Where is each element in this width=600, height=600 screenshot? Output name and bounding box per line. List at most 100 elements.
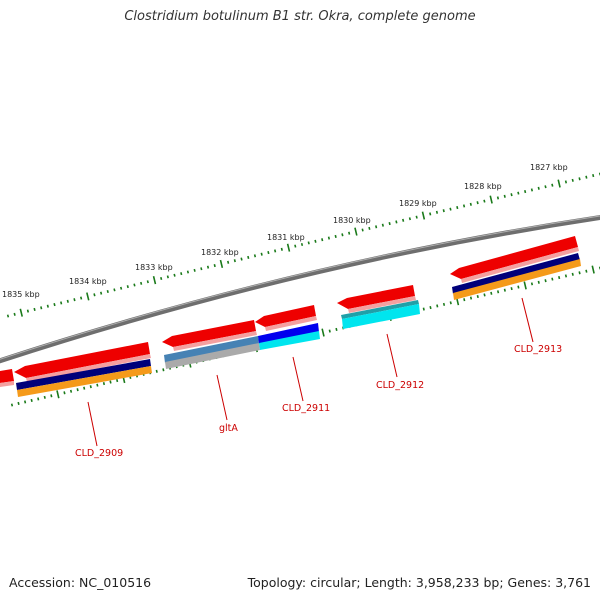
minor-tick: [578, 271, 581, 275]
minor-tick: [551, 277, 554, 281]
minor-tick: [126, 285, 129, 289]
minor-tick: [96, 383, 99, 387]
minor-tick: [435, 210, 439, 214]
gene-cld-2909[interactable]: [0, 342, 152, 397]
minor-tick: [510, 287, 513, 291]
minor-tick: [524, 189, 527, 194]
minor-tick: [496, 196, 500, 200]
minor-tick: [449, 207, 452, 211]
minor-tick: [530, 188, 534, 192]
minor-tick: [571, 178, 574, 182]
minor-tick: [375, 225, 378, 229]
minor-tick: [483, 293, 486, 297]
minor-tick: [180, 272, 183, 276]
genome-backbone: [0, 214, 600, 364]
minor-tick: [247, 255, 250, 259]
major-tick: [557, 179, 561, 188]
minor-tick: [13, 312, 16, 316]
leader-cld-2909: [87, 401, 98, 447]
gene-cld-2912[interactable]: [337, 285, 420, 329]
leader-cld-2913: [521, 297, 534, 343]
minor-tick: [63, 391, 66, 395]
gene-bar-blue-cld-2911: [258, 323, 319, 344]
minor-tick: [274, 249, 277, 253]
minor-tick: [120, 286, 123, 290]
minor-tick: [69, 389, 73, 393]
gene-cld-2913[interactable]: [450, 236, 581, 300]
gene-label-glta[interactable]: gltA: [219, 423, 238, 434]
minor-tick: [476, 201, 479, 205]
gene-bar-navy-cld-2913: [452, 253, 580, 294]
minor-tick: [46, 304, 49, 308]
gene-bar-cyan-cld-2911: [259, 331, 320, 350]
gene-bar-cyan-cld-2912: [342, 304, 420, 329]
accession-text: Accession: NC_010516: [9, 575, 152, 590]
minor-tick: [66, 299, 69, 303]
minor-tick: [327, 236, 331, 240]
gene-label-cld-2912[interactable]: CLD_2912: [376, 380, 424, 391]
minor-tick: [300, 242, 304, 247]
minor-tick: [388, 222, 391, 226]
minor-tick: [469, 202, 472, 206]
minor-tick: [109, 380, 112, 384]
gene-arrow-cld-2913[interactable]: [450, 236, 578, 279]
minor-tick: [206, 265, 210, 269]
minor-tick: [381, 223, 384, 227]
minor-tick: [335, 327, 338, 332]
minor-tick: [402, 218, 405, 222]
major-tick: [489, 195, 493, 204]
major-tick: [19, 308, 24, 317]
gene-cld-2911[interactable]: [255, 305, 320, 350]
gene-arrow-cld-2912[interactable]: [337, 285, 415, 309]
gene-arrow-glta[interactable]: [162, 320, 256, 347]
genome-summary-text: Topology: circular; Length: 3,958,233 bp…: [247, 575, 591, 590]
minor-tick: [233, 259, 236, 263]
minor-tick: [585, 175, 588, 179]
minor-tick: [490, 291, 493, 295]
minor-tick: [60, 301, 63, 305]
kbp-label-1832: 1832 kbp: [201, 248, 239, 257]
minor-tick: [469, 296, 473, 300]
minor-tick: [517, 285, 520, 289]
major-tick: [591, 265, 595, 274]
minor-tick: [429, 305, 432, 310]
minor-tick: [558, 275, 561, 280]
minor-tick: [146, 280, 149, 284]
gene-bar-gray-glta: [165, 343, 260, 369]
minor-tick: [368, 226, 371, 230]
gene-arrow-cld-2909[interactable]: [14, 342, 150, 378]
minor-tick: [503, 194, 506, 198]
minor-tick: [160, 276, 163, 281]
map-title: Clostridium botulinum B1 str. Okra, comp…: [124, 9, 476, 24]
minor-tick: [33, 307, 36, 312]
minor-tick: [186, 270, 190, 274]
gene-label-cld-2913[interactable]: CLD_2913: [514, 344, 562, 355]
minor-tick: [483, 199, 486, 203]
minor-tick: [462, 204, 466, 208]
minor-tick: [422, 307, 425, 311]
minor-tick: [328, 329, 331, 333]
gene-glta[interactable]: [162, 320, 260, 369]
minor-tick: [267, 251, 270, 255]
minor-tick: [133, 283, 136, 287]
gene-arrow-cld-2911[interactable]: [255, 305, 316, 327]
gene-arrow-cld-2908[interactable]: [0, 369, 14, 383]
gene-bar-teal-cld-2912: [341, 300, 419, 319]
minor-tick: [294, 244, 297, 248]
minor-tick: [408, 217, 411, 221]
minor-tick: [24, 400, 27, 404]
minor-tick: [436, 304, 439, 308]
gene-bar-steel-glta: [164, 336, 259, 363]
kbp-label-1827: 1827 kbp: [530, 163, 568, 172]
gene-label-cld-2909[interactable]: CLD_2909: [75, 448, 123, 459]
major-tick: [56, 390, 60, 399]
major-tick: [286, 243, 291, 252]
gene-label-cld-2911[interactable]: CLD_2911: [282, 403, 330, 414]
minor-tick: [227, 260, 230, 264]
minor-tick: [503, 288, 506, 292]
minor-tick: [585, 269, 588, 273]
kbp-label-1830: 1830 kbp: [333, 216, 371, 225]
minor-tick: [395, 220, 398, 224]
major-tick: [152, 276, 157, 285]
